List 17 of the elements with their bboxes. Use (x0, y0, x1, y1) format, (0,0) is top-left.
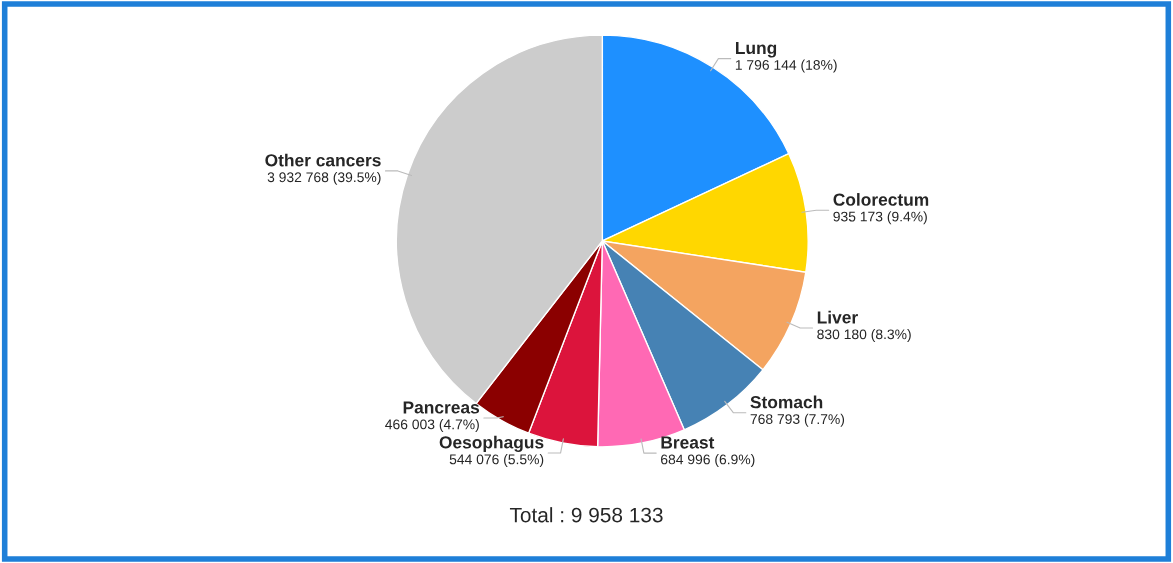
data-label: 466 003 (4.7%) (385, 419, 479, 433)
data-label: 768 793 (7.7%) (750, 413, 845, 427)
slice-label: Oesophagus (439, 435, 544, 453)
data-label: 544 076 (5.5%) (449, 454, 544, 468)
data-label: 3 932 768 (39.5%) (267, 171, 381, 185)
slice-label: Liver (817, 310, 858, 324)
data-label: 935 173 (9.4%) (833, 211, 927, 225)
text: Total : 9 958 133 (509, 507, 663, 523)
data-label: 1 796 144 (18%) (735, 59, 837, 73)
slice-label: Lung (736, 41, 777, 58)
slice-label: Stomach (750, 395, 823, 409)
slice-label: Pancreas (403, 401, 480, 414)
data-label: 830 180 (8.3%) (817, 329, 911, 342)
data-label: 684 996 (6.9%) (661, 454, 755, 468)
slice-label: Other cancers (265, 153, 381, 167)
slice-label: Colorectum (833, 193, 929, 206)
slice-label: Breast (661, 436, 715, 449)
